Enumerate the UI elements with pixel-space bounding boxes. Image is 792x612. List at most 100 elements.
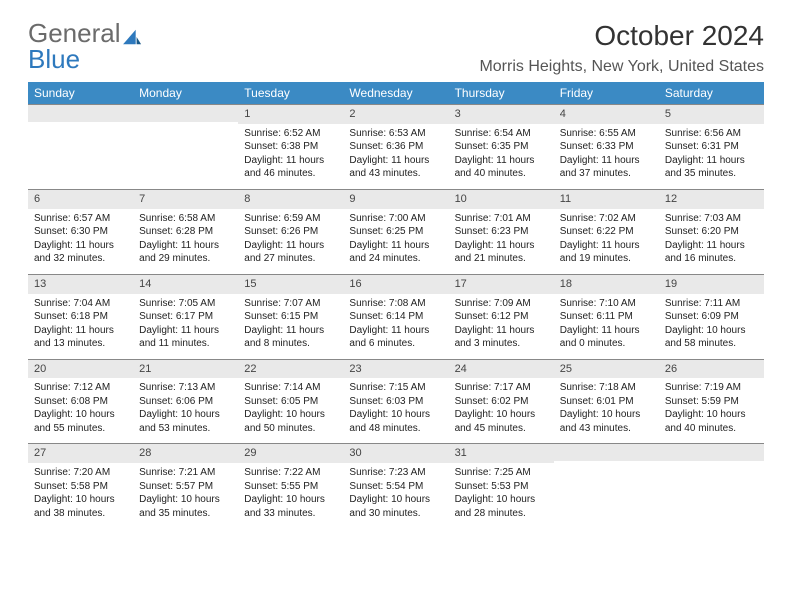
sunrise-line: Sunrise: 7:22 AM	[244, 466, 337, 480]
sunset-line: Sunset: 6:30 PM	[34, 225, 127, 239]
day-body: Sunrise: 6:56 AMSunset: 6:31 PMDaylight:…	[659, 124, 764, 189]
day-number: 9	[343, 189, 448, 209]
sunset-line: Sunset: 6:35 PM	[455, 140, 548, 154]
day-number: 28	[133, 443, 238, 463]
day-body: Sunrise: 6:54 AMSunset: 6:35 PMDaylight:…	[449, 124, 554, 189]
daylight-line: Daylight: 11 hours and 27 minutes.	[244, 239, 337, 266]
logo: GeneralBlue	[28, 20, 143, 72]
daylight-line: Daylight: 11 hours and 43 minutes.	[349, 154, 442, 181]
day-body: Sunrise: 7:01 AMSunset: 6:23 PMDaylight:…	[449, 209, 554, 274]
sunset-line: Sunset: 6:05 PM	[244, 395, 337, 409]
calendar-day-cell: 5Sunrise: 6:56 AMSunset: 6:31 PMDaylight…	[659, 104, 764, 189]
sunrise-line: Sunrise: 7:20 AM	[34, 466, 127, 480]
day-body: Sunrise: 7:05 AMSunset: 6:17 PMDaylight:…	[133, 294, 238, 359]
day-number-bar	[133, 104, 238, 122]
day-body: Sunrise: 7:14 AMSunset: 6:05 PMDaylight:…	[238, 378, 343, 443]
calendar-empty-cell	[659, 443, 764, 528]
calendar-empty-cell	[133, 104, 238, 189]
daylight-line: Daylight: 11 hours and 8 minutes.	[244, 324, 337, 351]
daylight-line: Daylight: 11 hours and 11 minutes.	[139, 324, 232, 351]
day-number: 27	[28, 443, 133, 463]
daylight-line: Daylight: 10 hours and 43 minutes.	[560, 408, 653, 435]
day-header: Friday	[554, 82, 659, 104]
sunrise-line: Sunrise: 6:56 AM	[665, 127, 758, 141]
daylight-line: Daylight: 10 hours and 28 minutes.	[455, 493, 548, 520]
sunset-line: Sunset: 6:08 PM	[34, 395, 127, 409]
sunset-line: Sunset: 5:53 PM	[455, 480, 548, 494]
page-title: October 2024	[479, 20, 764, 52]
day-number: 5	[659, 104, 764, 124]
day-number: 11	[554, 189, 659, 209]
calendar-day-cell: 11Sunrise: 7:02 AMSunset: 6:22 PMDayligh…	[554, 189, 659, 274]
daylight-line: Daylight: 10 hours and 45 minutes.	[455, 408, 548, 435]
day-number: 30	[343, 443, 448, 463]
sunset-line: Sunset: 6:25 PM	[349, 225, 442, 239]
logo-text-blue: Blue	[28, 46, 143, 72]
day-body: Sunrise: 7:04 AMSunset: 6:18 PMDaylight:…	[28, 294, 133, 359]
day-body: Sunrise: 7:10 AMSunset: 6:11 PMDaylight:…	[554, 294, 659, 359]
calendar-day-cell: 28Sunrise: 7:21 AMSunset: 5:57 PMDayligh…	[133, 443, 238, 528]
day-header: Sunday	[28, 82, 133, 104]
sunset-line: Sunset: 6:26 PM	[244, 225, 337, 239]
day-body: Sunrise: 6:59 AMSunset: 6:26 PMDaylight:…	[238, 209, 343, 274]
daylight-line: Daylight: 11 hours and 6 minutes.	[349, 324, 442, 351]
day-body: Sunrise: 7:11 AMSunset: 6:09 PMDaylight:…	[659, 294, 764, 359]
daylight-line: Daylight: 10 hours and 38 minutes.	[34, 493, 127, 520]
day-number: 2	[343, 104, 448, 124]
calendar-day-cell: 13Sunrise: 7:04 AMSunset: 6:18 PMDayligh…	[28, 274, 133, 359]
logo-text-general: General	[28, 20, 121, 46]
calendar-empty-cell	[28, 104, 133, 189]
day-header: Tuesday	[238, 82, 343, 104]
day-number: 7	[133, 189, 238, 209]
day-number: 3	[449, 104, 554, 124]
header: GeneralBlue October 2024 Morris Heights,…	[28, 20, 764, 76]
day-number: 23	[343, 359, 448, 379]
calendar-day-cell: 6Sunrise: 6:57 AMSunset: 6:30 PMDaylight…	[28, 189, 133, 274]
day-body: Sunrise: 7:18 AMSunset: 6:01 PMDaylight:…	[554, 378, 659, 443]
sunrise-line: Sunrise: 7:25 AM	[455, 466, 548, 480]
sunset-line: Sunset: 6:06 PM	[139, 395, 232, 409]
calendar-day-cell: 20Sunrise: 7:12 AMSunset: 6:08 PMDayligh…	[28, 359, 133, 444]
sunset-line: Sunset: 6:01 PM	[560, 395, 653, 409]
calendar-day-cell: 27 Sunrise: 7:20 AMSunset: 5:58 PMDayligh…	[28, 443, 133, 528]
sunset-line: Sunset: 5:54 PM	[349, 480, 442, 494]
calendar-week-row: 27Sunrise: 7:20 AMSunset: 5:58 PMDayligh…	[28, 443, 764, 528]
sunset-line: Sunset: 6:11 PM	[560, 310, 653, 324]
day-body: Sunrise: 7:23 AMSunset: 5:54 PMDaylight:…	[343, 463, 448, 528]
day-body: Sunrise: 7:07 AMSunset: 6:15 PMDaylight:…	[238, 294, 343, 359]
calendar-day-cell: 15Sunrise: 7:07 AMSunset: 6:15 PMDayligh…	[238, 274, 343, 359]
daylight-line: Daylight: 11 hours and 3 minutes.	[455, 324, 548, 351]
day-number: 29	[238, 443, 343, 463]
sunset-line: Sunset: 6:20 PM	[665, 225, 758, 239]
calendar-day-cell: 24Sunrise: 7:17 AMSunset: 6:02 PMDayligh…	[449, 359, 554, 444]
sunrise-line: Sunrise: 7:17 AM	[455, 381, 548, 395]
daylight-line: Daylight: 11 hours and 40 minutes.	[455, 154, 548, 181]
day-number: 25	[554, 359, 659, 379]
day-body: Sunrise: 6:53 AMSunset: 6:36 PMDaylight:…	[343, 124, 448, 189]
sunset-line: Sunset: 6:02 PM	[455, 395, 548, 409]
calendar-day-cell: 31Sunrise: 7:25 AMSunset: 5:53 PMDayligh…	[449, 443, 554, 528]
calendar-day-cell: 14Sunrise: 7:05 AMSunset: 6:17 PMDayligh…	[133, 274, 238, 359]
calendar-week-row: 13Sunrise: 7:04 AMSunset: 6:18 PMDayligh…	[28, 274, 764, 359]
day-body: Sunrise: 7:00 AMSunset: 6:25 PMDaylight:…	[343, 209, 448, 274]
calendar-week-row: 20Sunrise: 7:12 AMSunset: 6:08 PMDayligh…	[28, 359, 764, 444]
sunrise-line: Sunrise: 7:14 AM	[244, 381, 337, 395]
day-number: 1	[238, 104, 343, 124]
day-body: Sunrise: 7:17 AMSunset: 6:02 PMDaylight:…	[449, 378, 554, 443]
sunrise-line: Sunrise: 6:55 AM	[560, 127, 653, 141]
day-body: Sunrise: 7:13 AMSunset: 6:06 PMDaylight:…	[133, 378, 238, 443]
day-body: Sunrise: 7:02 AMSunset: 6:22 PMDaylight:…	[554, 209, 659, 274]
day-body: Sunrise: 7:15 AMSunset: 6:03 PMDaylight:…	[343, 378, 448, 443]
day-number: 20	[28, 359, 133, 379]
sunset-line: Sunset: 5:58 PM	[34, 480, 127, 494]
daylight-line: Daylight: 11 hours and 16 minutes.	[665, 239, 758, 266]
sunrise-line: Sunrise: 7:04 AM	[34, 297, 127, 311]
day-number: 24	[449, 359, 554, 379]
calendar-day-cell: 3Sunrise: 6:54 AMSunset: 6:35 PMDaylight…	[449, 104, 554, 189]
sunrise-line: Sunrise: 6:53 AM	[349, 127, 442, 141]
day-number: 12	[659, 189, 764, 209]
location-text: Morris Heights, New York, United States	[479, 58, 764, 76]
daylight-line: Daylight: 10 hours and 48 minutes.	[349, 408, 442, 435]
day-number: 16	[343, 274, 448, 294]
calendar-day-cell: 17Sunrise: 7:09 AMSunset: 6:12 PMDayligh…	[449, 274, 554, 359]
